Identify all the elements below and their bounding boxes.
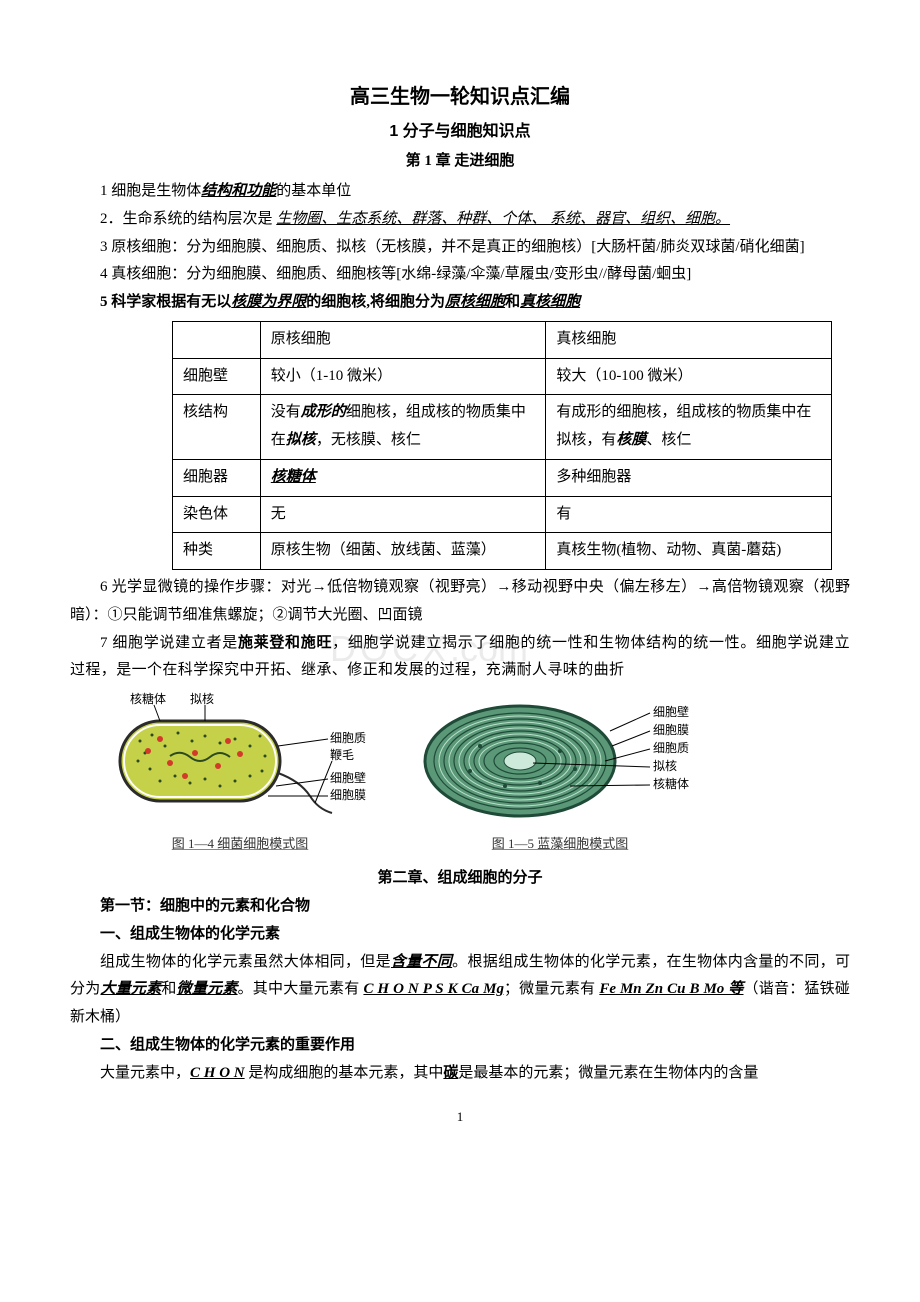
figure-2-cyanobacterium: 细胞壁 细胞膜 细胞质 拟核 核糖体 图 1—5 蓝藻细胞模式图 bbox=[410, 691, 710, 852]
doc-subtitle: 1 分子与细胞知识点 bbox=[70, 117, 850, 141]
figure-row: 核糖体 拟核 细胞质 细胞壁 细胞膜 鞭毛 图 1—4 细菌细胞模式图 bbox=[100, 691, 850, 852]
label-ribosome: 核糖体 bbox=[653, 776, 689, 791]
cyanobacterium-svg: 细胞壁 细胞膜 细胞质 拟核 核糖体 bbox=[410, 691, 710, 831]
para-6: 6 光学显微镜的操作步骤：对光→低倍物镜观察（视野亮）→移动视野中央（偏左移左）… bbox=[70, 574, 850, 630]
doc-title: 高三生物一轮知识点汇编 bbox=[70, 80, 850, 109]
section-1-1-title: 一、组成生物体的化学元素 bbox=[70, 921, 850, 949]
para-9: 大量元素中，C H O N 是构成细胞的基本元素，其中碳是最基本的元素；微量元素… bbox=[70, 1060, 850, 1088]
para-8: 组成生物体的化学元素虽然大体相同，但是含量不同。根据组成生物体的化学元素，在生物… bbox=[70, 949, 850, 1032]
label-membrane: 细胞膜 bbox=[330, 788, 366, 802]
table-row: 原核细胞 真核细胞 bbox=[173, 321, 832, 358]
label-nucleoid: 拟核 bbox=[190, 692, 214, 706]
para-4: 4 真核细胞：分为细胞膜、细胞质、细胞核等[水绵-绿藻/伞藻/草履虫/变形虫//… bbox=[70, 261, 850, 289]
page-number: 1 bbox=[70, 1109, 850, 1125]
para-7: 7 细胞学说建立者是施莱登和施旺，细胞学说建立揭示了细胞的统一性和生物体结构的统… bbox=[70, 630, 850, 686]
para-1: 1 细胞是生物体结构和功能的基本单位 bbox=[70, 178, 850, 206]
para-5: 5 科学家根据有无以核膜为界限的细胞核,将细胞分为原核细胞和真核细胞 bbox=[70, 289, 850, 317]
figure-2-caption: 图 1—5 蓝藻细胞模式图 bbox=[492, 833, 629, 852]
table-row: 细胞壁 较小（1-10 微米） 较大（10-100 微米） bbox=[173, 358, 832, 395]
figure-1-bacterium: 核糖体 拟核 细胞质 细胞壁 细胞膜 鞭毛 图 1—4 细菌细胞模式图 bbox=[100, 691, 380, 852]
label-membrane: 细胞膜 bbox=[653, 723, 689, 737]
label-cellwall: 细胞壁 bbox=[653, 704, 689, 719]
table-row: 细胞器 核糖体 多种细胞器 bbox=[173, 459, 832, 496]
figure-1-caption: 图 1—4 细菌细胞模式图 bbox=[172, 833, 309, 852]
table-row: 核结构 没有成形的细胞核，组成核的物质集中在拟核，无核膜、核仁 有成形的细胞核，… bbox=[173, 395, 832, 460]
para-2: 2．生命系统的结构层次是 生物圈、生态系统、群落、种群、个体、 系统、器官、组织… bbox=[70, 206, 850, 234]
label-cellwall: 细胞壁 bbox=[330, 770, 366, 785]
table-row: 种类 原核生物（细菌、放线菌、蓝藻） 真核生物(植物、动物、真菌-蘑菇) bbox=[173, 533, 832, 570]
chapter1-title: 第 1 章 走进细胞 bbox=[70, 149, 850, 170]
section-1-title: 第一节：细胞中的元素和化合物 bbox=[70, 893, 850, 921]
chapter2-title: 第二章、组成细胞的分子 bbox=[70, 866, 850, 887]
label-ribosome: 核糖体 bbox=[130, 691, 166, 706]
table-row: 染色体 无 有 bbox=[173, 496, 832, 533]
comparison-table: 原核细胞 真核细胞 细胞壁 较小（1-10 微米） 较大（10-100 微米） … bbox=[172, 321, 832, 570]
label-cytoplasm: 细胞质 bbox=[653, 741, 689, 755]
label-flagellum: 鞭毛 bbox=[330, 748, 354, 762]
bacterium-svg: 核糖体 拟核 细胞质 细胞壁 细胞膜 鞭毛 bbox=[100, 691, 380, 831]
section-1-2-title: 二、组成生物体的化学元素的重要作用 bbox=[70, 1032, 850, 1060]
label-nucleoid: 拟核 bbox=[653, 759, 677, 773]
label-cytoplasm: 细胞质 bbox=[330, 731, 366, 745]
para-3: 3 原核细胞：分为细胞膜、细胞质、拟核（无核膜，并不是真正的细胞核）[大肠杆菌/… bbox=[70, 234, 850, 262]
